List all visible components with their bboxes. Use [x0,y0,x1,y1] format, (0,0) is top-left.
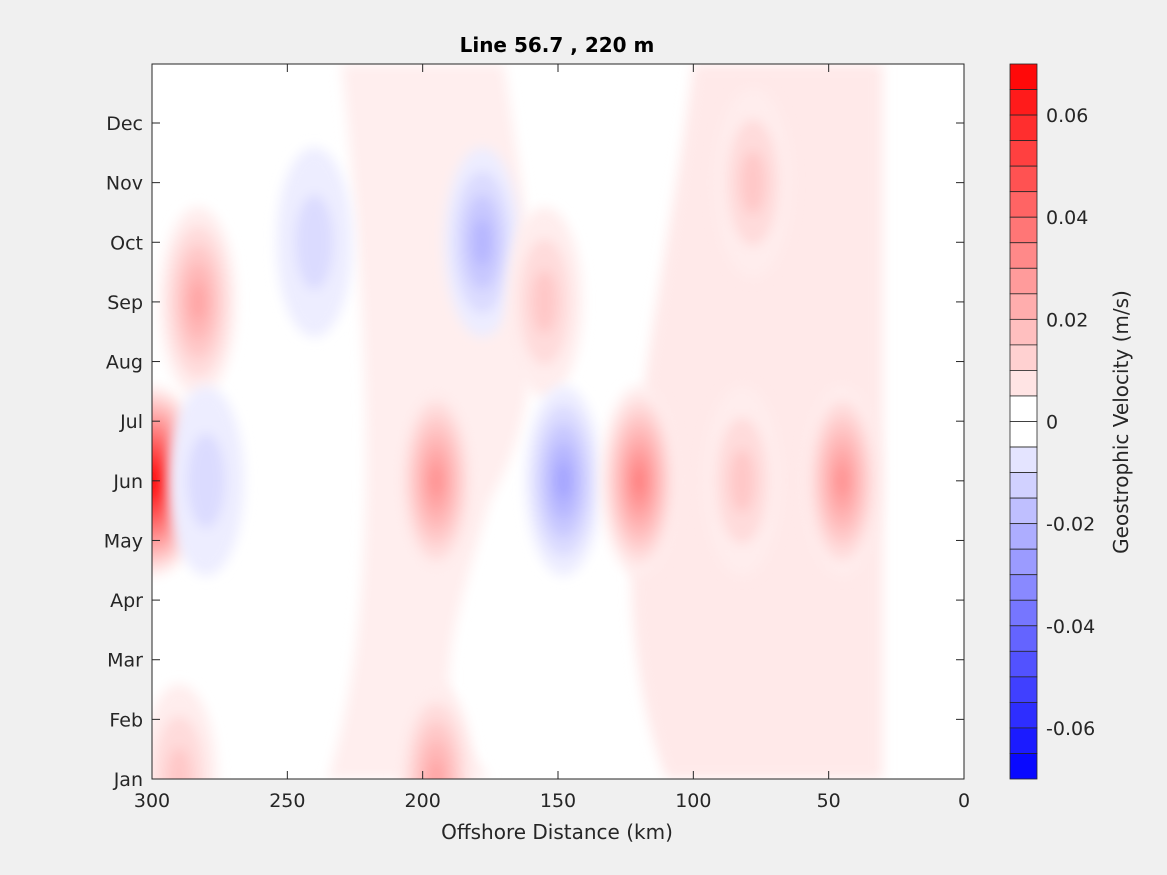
contour-level [429,465,443,497]
y-tick-label: Apr [110,590,143,612]
y-tick-label: Oct [110,232,143,254]
contour-level [835,465,849,497]
y-tick-label: Jan [113,769,143,791]
y-tick-label: Aug [106,352,143,374]
contour-feature [601,385,678,576]
colorbar-cell [1009,650,1038,678]
colorbar-tick-label: -0.06 [1046,718,1095,740]
x-tick-label: 150 [540,790,576,812]
contour-feature [804,385,881,576]
contour-level [187,433,226,529]
colorbar-cell [1009,472,1038,499]
y-tick-label: Dec [106,113,143,135]
colorbar-cell [1009,395,1038,422]
colorbar-cell [1009,676,1038,703]
contour-feature [506,206,583,397]
contour-level [295,194,334,290]
contour-feature [168,385,245,576]
y-tick-label: Sep [107,292,143,314]
colorbar-cell [1009,599,1038,627]
colorbar-tick-label: 0.02 [1046,309,1088,331]
contour-feature [276,147,353,338]
colorbar-cell [1009,625,1038,652]
contour-level [472,218,492,267]
colorbar-tick-label: -0.04 [1046,616,1095,638]
colorbar-cell [1009,727,1038,754]
contour-level [633,467,645,495]
colorbar-cell [1009,344,1038,371]
colorbar-cell [1009,548,1038,576]
colorbar-cell [1009,216,1038,244]
colorbar-cell [1009,701,1038,729]
contour-level [190,282,206,321]
contour-level [729,449,755,513]
x-axis-label: Offshore Distance (km) [441,820,673,844]
colorbar-cell [1009,63,1038,90]
colorbar-tick-label: 0.06 [1046,105,1088,127]
colorbar-tick-label: 0 [1046,412,1058,434]
contour-feature [152,684,218,779]
x-tick-label: 200 [405,790,441,812]
contour-feature [704,385,781,576]
colorbar-cell [1009,574,1038,601]
x-tick-label: 100 [675,790,711,812]
x-tick-label: 0 [958,790,970,812]
colorbar-tick-label: 0.04 [1046,207,1088,229]
x-axis: 300 250 200 150 100 50 0 [134,64,970,812]
colorbar-cell [1009,140,1038,167]
colorbar-cell [1009,242,1038,269]
colorbar-cell [1009,753,1038,780]
y-tick-label: Feb [109,709,143,731]
colorbar-cell [1009,267,1038,295]
y-tick-label: Jun [112,471,143,493]
y-tick-label: Nov [106,173,143,195]
colorbar-label: Geostrophic Velocity (m/s) [1109,290,1133,554]
colorbar-cell [1009,89,1038,116]
y-axis: Jan Feb Mar Apr May Jun Jul Aug Sep Oct Nov Dec [104,113,964,791]
contour-feature [398,385,475,576]
colorbar-cell [1009,318,1038,346]
y-tick-label: Jul [119,411,143,433]
contour-feature [398,684,475,779]
contour-level [740,150,766,215]
contour-level [428,760,444,779]
colorbar-cell [1009,497,1038,525]
colorbar-cell [1009,165,1038,193]
contour-feature [444,147,521,338]
colorbar-cell [1009,523,1038,550]
chart-title: Line 56.7 , 220 m [460,33,655,57]
x-tick-label: 250 [269,790,305,812]
colorbar-cell [1009,446,1038,473]
colorbar-tick-label: -0.02 [1046,514,1095,536]
y-tick-label: Mar [107,650,143,672]
colorbar: 0.06 0.04 0.02 0 -0.02 -0.04 -0.06 [1009,63,1095,780]
colorbar-cell [1009,191,1038,218]
colorbar-cell [1009,293,1038,320]
contour-feature [525,385,602,576]
colorbar-cell [1009,370,1038,397]
contour-level [531,270,558,334]
contour-level [166,747,192,779]
colorbar-cell [1009,421,1038,448]
contour-feature [160,206,237,397]
x-tick-label: 50 [817,790,841,812]
y-tick-label: May [104,530,143,552]
contour-feature [714,87,791,278]
contour-field [152,64,883,779]
colorbar-cell [1009,114,1038,142]
x-tick-label: 300 [134,790,170,812]
contour-level [555,461,572,500]
